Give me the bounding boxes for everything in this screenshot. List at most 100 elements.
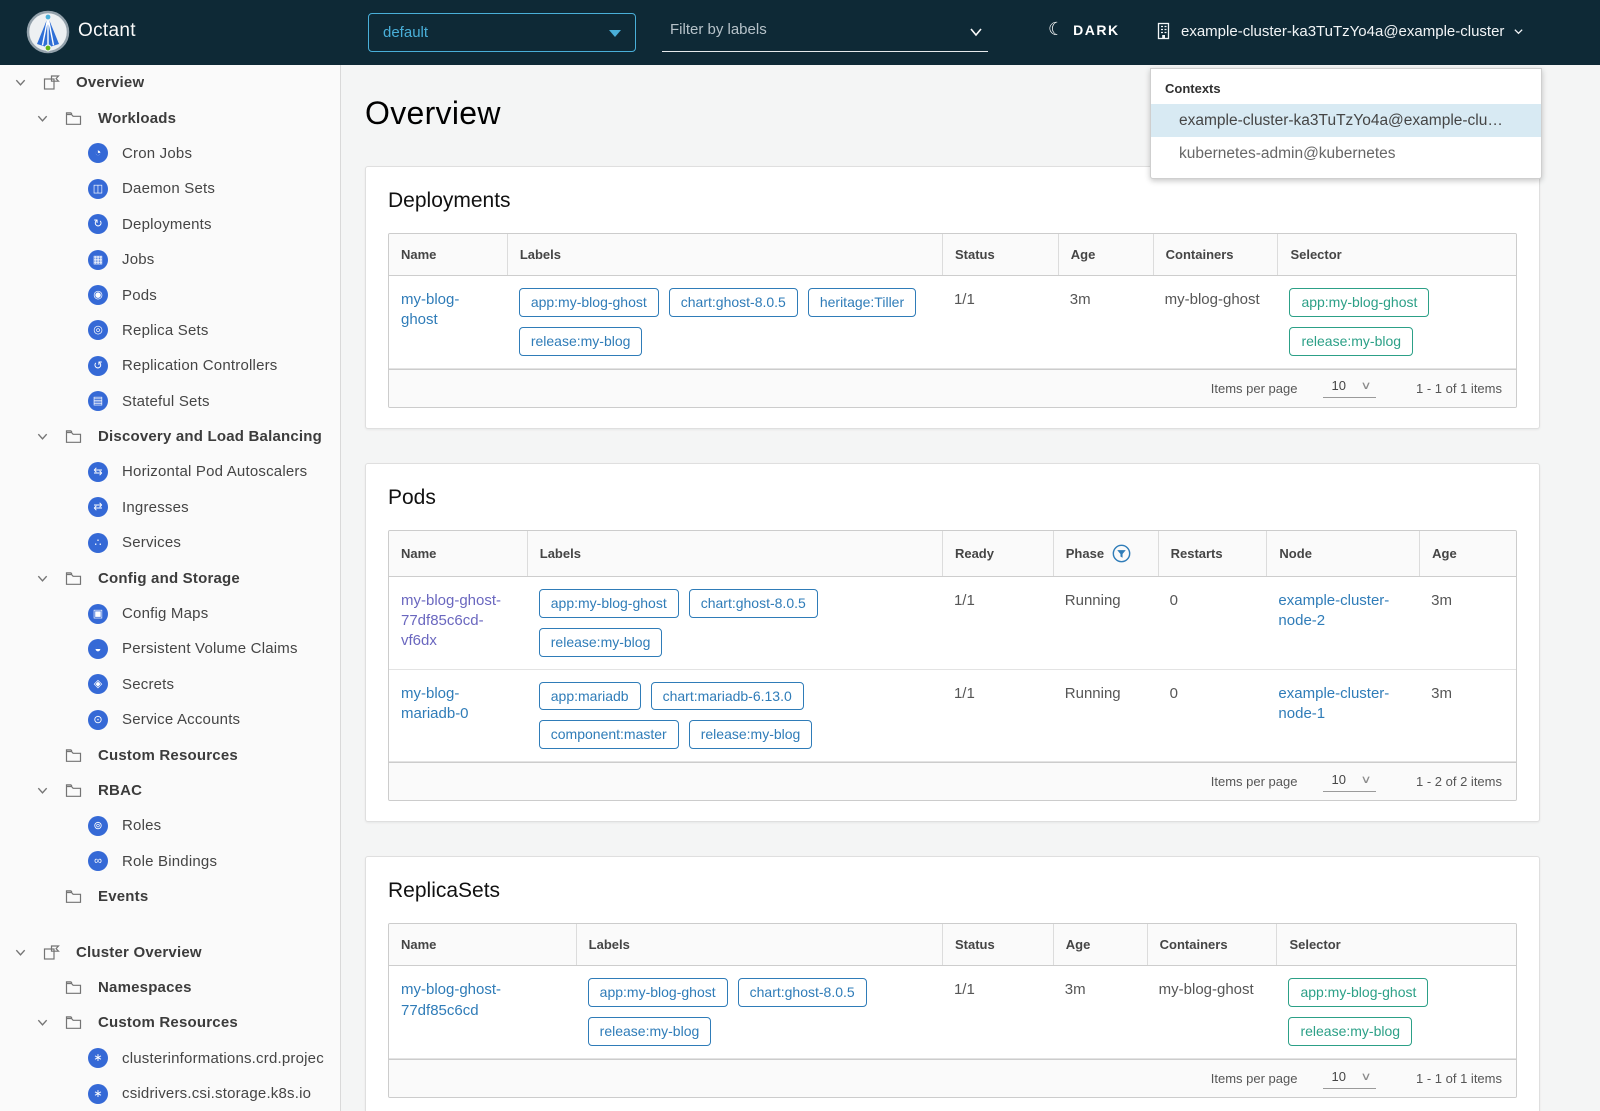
cell: 3m [1069, 291, 1091, 308]
sidebar-item-ingresses[interactable]: ⇄ Ingresses [0, 490, 340, 525]
card-title: Deployments [388, 189, 511, 212]
ingresses-icon: ⇄ [88, 497, 108, 518]
card-pods: Pods Name Labels Ready Phase Restarts Node Age m… [365, 462, 1540, 823]
sidebar-item-label: Secrets [122, 675, 175, 693]
folder-icon [62, 980, 84, 995]
sidebar-item-roles[interactable]: ⊚ Roles [0, 808, 340, 843]
sidebar-item-cluster-custom-resources[interactable]: Custom Resources [0, 1005, 340, 1040]
sidebar-item-label: Custom Resources [98, 1014, 238, 1032]
chevron-down-icon[interactable] [30, 784, 54, 797]
sidebar-item-config-and-storage[interactable]: Config and Storage [0, 560, 340, 595]
role-bindings-icon: ∞ [88, 851, 108, 872]
folder-icon [62, 783, 84, 798]
apps-icon [40, 74, 62, 91]
sidebar-item-service-accounts[interactable]: ⊙ Service Accounts [0, 702, 340, 737]
resource-link[interactable]: example-cluster-node-1 [1278, 684, 1390, 722]
resource-link[interactable]: my-blog-ghost-77df85c6cd [401, 981, 502, 1019]
services-icon: ∴ [88, 532, 108, 553]
sidebar-item-services[interactable]: ∴ Services [0, 525, 340, 560]
sidebar-item-discovery-and-load-balancing[interactable]: Discovery and Load Balancing [0, 419, 340, 454]
sidebar-item-stateful-sets[interactable]: ▤ Stateful Sets [0, 384, 340, 419]
labels-cell: app:mariadb chart:mariadb-6.13.0 component… [527, 670, 942, 762]
sidebar-item-config-maps[interactable]: ▣ Config Maps [0, 596, 340, 631]
table-row: my-blog-ghost app:my-blog-ghost chart:ghos… [389, 276, 1516, 369]
chevron-down-icon[interactable] [30, 430, 54, 443]
sidebar-item-horizontal-pod-autoscalers[interactable]: ⇆ Horizontal Pod Autoscalers [0, 454, 340, 489]
sidebar-item-replication-controllers[interactable]: ↺ Replication Controllers [0, 348, 340, 383]
sidebar-item-label: clusterinformations.crd.projec [122, 1049, 324, 1067]
column-header: Age [1052, 924, 1147, 966]
resource-link[interactable]: example-cluster-node-2 [1278, 591, 1390, 630]
column-header: Status [941, 234, 1058, 275]
sidebar-item-rbac[interactable]: RBAC [0, 773, 340, 808]
column-header: Labels [526, 530, 942, 576]
column-header: Node [1266, 530, 1419, 576]
cell: 0 [1169, 684, 1178, 702]
sidebar-item-cluster-overview[interactable]: Cluster Overview [0, 934, 340, 969]
chevron-down-icon[interactable] [30, 572, 54, 585]
data-table: Name Labels Status Age Containers Selector my-… [388, 923, 1517, 1099]
selector-tag: app:my-blog-ghost [1288, 978, 1429, 1008]
table-row: my-blog-ghost-77df85c6cd-vf6dx app:my-blo… [389, 576, 1516, 670]
column-header: Status [941, 924, 1053, 966]
phase-filter-icon[interactable] [1112, 544, 1131, 563]
sidebar-item-csidrivers[interactable]: ∗ csidrivers.csi.storage.k8s.io [0, 1076, 340, 1111]
sidebar-item-pods[interactable]: ◉ Pods [0, 277, 340, 312]
sidebar-item-label: Horizontal Pod Autoscalers [122, 463, 308, 481]
sidebar-item-cron-jobs[interactable]: ◔ Cron Jobs [0, 136, 340, 171]
sidebar-item-replica-sets[interactable]: ◎ Replica Sets [0, 313, 340, 348]
cell: my-blog-mariadb-0 [389, 670, 527, 762]
chevron-down-icon[interactable] [8, 76, 32, 89]
column-header-label: Phase [1065, 545, 1105, 561]
items-per-page-label: Items per page [1210, 774, 1298, 790]
replication-controllers-icon: ↺ [88, 355, 108, 376]
sidebar-item-deployments[interactable]: ↻ Deployments [0, 207, 340, 242]
config-maps-icon: ▣ [88, 603, 108, 624]
context-label: example-cluster-ka3TuTzYo4a@example-clus… [1181, 22, 1505, 40]
column-header-label: Age [1432, 545, 1457, 561]
selector-tag: release:my-blog [1288, 1017, 1413, 1047]
chevron-down-icon[interactable] [968, 24, 984, 40]
sidebar-item-overview[interactable]: Overview [0, 65, 340, 100]
context-menu-item[interactable]: kubernetes-admin@kubernetes [1179, 144, 1396, 162]
sidebar-item-custom-resources[interactable]: Custom Resources [0, 737, 340, 772]
column-header-label: Containers [1165, 247, 1234, 262]
chevron-down-icon[interactable] [30, 1016, 54, 1029]
context-switcher[interactable]: example-cluster-ka3TuTzYo4a@example-clus… [1155, 22, 1524, 40]
chevron-down-icon[interactable] [8, 946, 32, 959]
resource-link[interactable]: my-blog-mariadb-0 [401, 684, 469, 722]
page-size-select[interactable]: 10 ∨ [1323, 772, 1377, 792]
column-header: Ready [941, 530, 1053, 576]
page-size-select[interactable]: 10 ∨ [1323, 378, 1377, 399]
namespace-select[interactable]: default [368, 13, 636, 52]
sidebar-item-label: csidrivers.csi.storage.k8s.io [122, 1085, 312, 1103]
chevron-down-icon[interactable] [30, 112, 54, 125]
sidebar-item-daemon-sets[interactable]: ◫ Daemon Sets [0, 171, 340, 206]
chevron-down-icon: ∨ [1360, 380, 1372, 393]
chevron-down-icon: ∨ [1360, 1070, 1372, 1083]
label-tag: chart:ghost-8.0.5 [737, 978, 867, 1008]
sidebar-item-role-bindings[interactable]: ∞ Role Bindings [0, 844, 340, 879]
label-tag: app:my-blog-ghost [587, 978, 728, 1008]
context-menu-item[interactable]: example-cluster-ka3TuTzYo4a@example-clu… [1151, 104, 1541, 137]
sidebar-item-events[interactable]: Events [0, 879, 340, 914]
app-title: Octant [78, 20, 136, 41]
column-header: Phase [1052, 530, 1158, 576]
moon-icon: ☾ [1048, 19, 1065, 39]
folder-icon [62, 429, 84, 444]
chevron-down-icon [1514, 28, 1524, 34]
resource-link[interactable]: my-blog-ghost-77df85c6cd-vf6dx [401, 591, 502, 650]
table-header-row: Name Labels Ready Phase Restarts Node Age [389, 530, 1516, 577]
page-size-select[interactable]: 10 ∨ [1323, 1069, 1377, 1089]
sidebar-item-namespaces[interactable]: Namespaces [0, 970, 340, 1005]
sidebar-item-persistent-volume-claims[interactable]: ◒ Persistent Volume Claims [0, 631, 340, 666]
dark-theme-toggle[interactable]: ☾ DARK [1048, 19, 1120, 39]
cell: my-blog-ghost [1164, 291, 1260, 308]
sidebar-item-jobs[interactable]: ▦ Jobs [0, 242, 340, 277]
sidebar-item-workloads[interactable]: Workloads [0, 100, 340, 135]
card-title: ReplicaSets [388, 879, 501, 903]
sidebar-item-secrets[interactable]: ◈ Secrets [0, 667, 340, 702]
resource-link[interactable]: my-blog-ghost [401, 291, 460, 329]
label-filter-input[interactable] [662, 14, 988, 52]
sidebar-item-clusterinformations[interactable]: ∗ clusterinformations.crd.projec [0, 1041, 340, 1076]
